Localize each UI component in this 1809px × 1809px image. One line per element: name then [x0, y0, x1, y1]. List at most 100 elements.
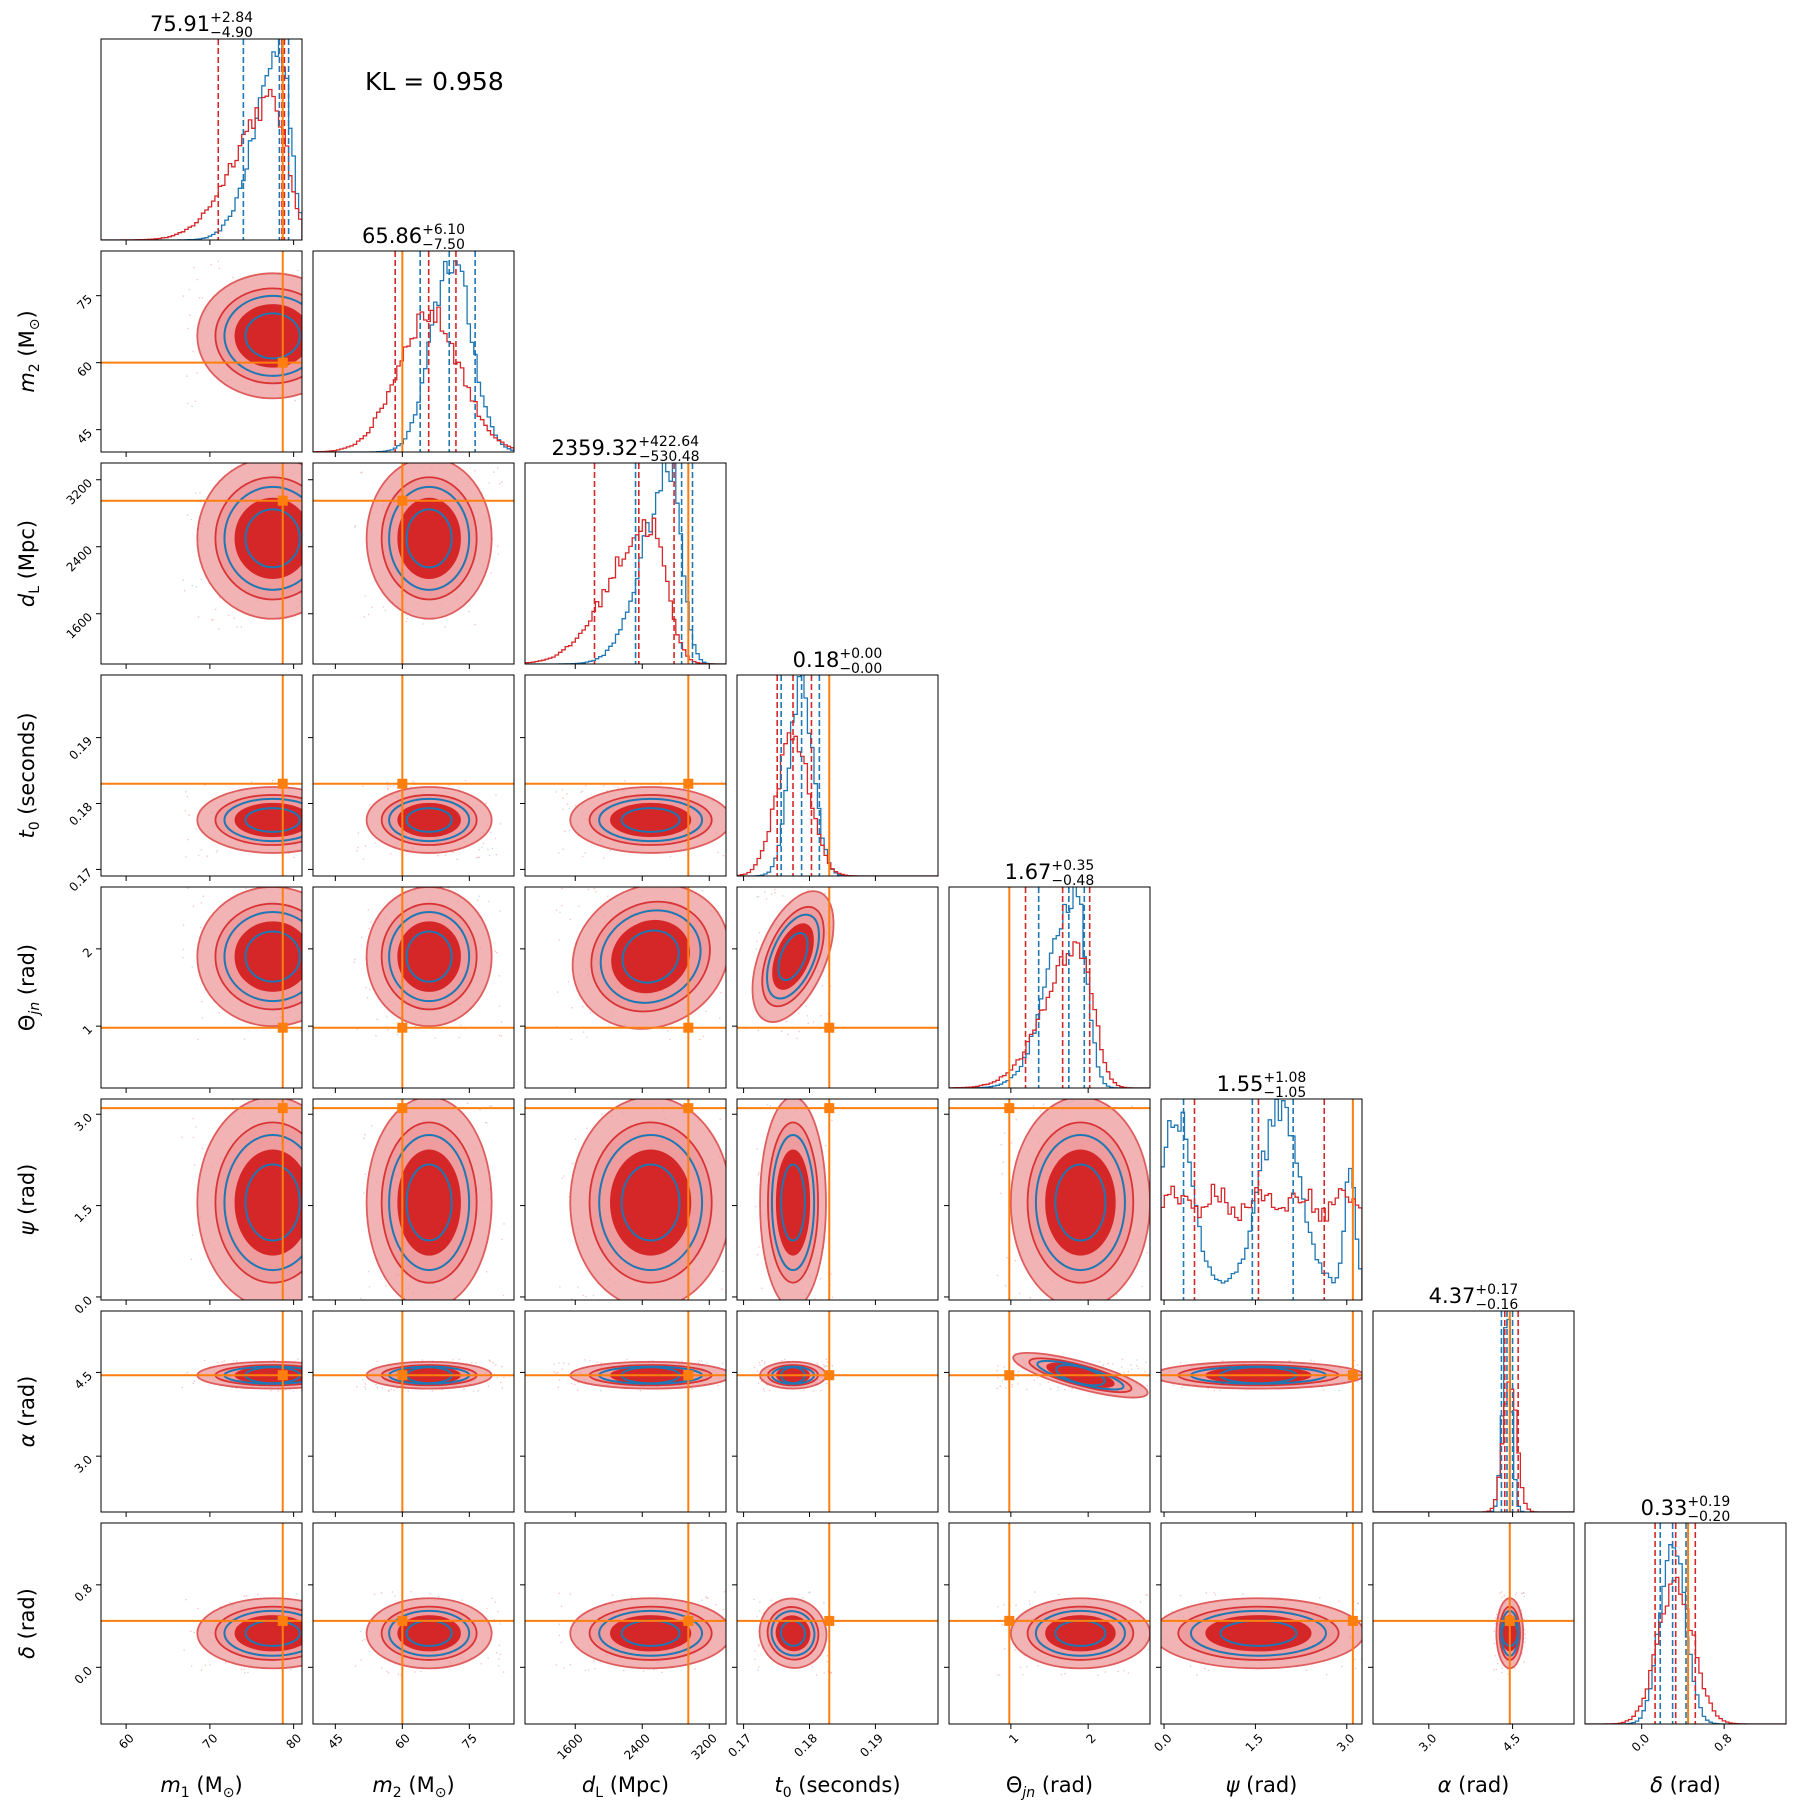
sample-point	[1071, 1388, 1073, 1390]
sample-point	[1494, 1655, 1497, 1657]
sample-point	[327, 1626, 329, 1628]
histogram-series-a-theta	[949, 941, 1150, 1088]
sample-point	[336, 852, 338, 854]
sample-point	[764, 891, 766, 893]
sample-point	[1204, 1667, 1206, 1670]
sample-point	[722, 1317, 724, 1319]
sample-point	[303, 945, 305, 947]
sample-point	[250, 781, 253, 783]
panel-frame	[948, 1522, 1151, 1725]
sample-point	[561, 1177, 563, 1179]
sample-point	[620, 1088, 622, 1090]
sample-point	[343, 1598, 345, 1600]
sample-point	[1130, 1368, 1133, 1370]
sample-point	[360, 1659, 362, 1661]
panel-t0-t0: 0.18+0.00 −0.00	[736, 646, 939, 881]
sample-point	[231, 1321, 233, 1323]
y-tick-label-alpha: 3.0	[72, 1452, 95, 1475]
sample-point	[272, 1359, 275, 1362]
sample-point	[310, 925, 312, 927]
sample-point	[407, 1390, 410, 1392]
sample-point	[326, 851, 328, 853]
sample-point	[555, 1664, 558, 1666]
sample-point	[349, 562, 351, 564]
sample-point	[1037, 1665, 1039, 1667]
panel-delta-alpha: 3.0 4.5	[1368, 1522, 1575, 1754]
y-tick-label-dL: 1600	[64, 610, 95, 641]
sample-point	[1172, 1384, 1175, 1386]
sample-point	[722, 1270, 724, 1273]
sample-point	[759, 1601, 761, 1603]
sample-point	[360, 1630, 362, 1633]
sample-point	[1515, 1592, 1518, 1594]
sample-point	[756, 1253, 759, 1256]
sample-point	[819, 1278, 822, 1280]
sample-point	[609, 849, 611, 852]
sample-point	[227, 614, 230, 617]
sample-point	[1042, 1082, 1044, 1084]
sample-point	[758, 1246, 760, 1248]
sample-point	[1325, 1673, 1328, 1676]
sample-point	[568, 1363, 570, 1365]
sample-point	[411, 780, 414, 783]
sample-point	[182, 924, 185, 926]
sample-point	[1017, 1383, 1019, 1385]
sample-point	[756, 1078, 758, 1080]
sample-point	[306, 1364, 308, 1366]
truth-marker	[397, 1615, 408, 1626]
sample-point	[1045, 1090, 1047, 1092]
sample-point	[1082, 1086, 1084, 1088]
sample-point	[201, 1017, 204, 1019]
sample-point	[342, 322, 344, 324]
sample-point	[1364, 1373, 1366, 1375]
sample-point	[230, 881, 232, 883]
sample-point	[277, 1390, 280, 1392]
sample-point	[721, 1288, 723, 1290]
sample-point	[371, 606, 373, 608]
x-tick-label-m2: 45	[325, 1731, 346, 1752]
sample-point	[1019, 1666, 1022, 1669]
sample-point	[335, 1264, 337, 1266]
sample-point	[1147, 1089, 1149, 1091]
sample-point	[728, 809, 730, 811]
sample-point	[611, 1594, 614, 1596]
sample-point	[557, 1386, 560, 1388]
sample-point	[494, 1086, 496, 1088]
sample-point	[701, 889, 704, 892]
sample-point	[1500, 1591, 1503, 1593]
sample-point	[186, 375, 188, 378]
sample-point	[193, 266, 195, 269]
x-tick-label-theta: 2	[1083, 1731, 1098, 1746]
sample-point	[341, 807, 343, 809]
sample-point	[705, 1010, 707, 1013]
sample-point	[474, 623, 476, 626]
sample-point	[1213, 1591, 1215, 1594]
sample-point	[757, 1382, 760, 1384]
sample-point	[555, 791, 558, 793]
sample-point	[367, 613, 370, 616]
sample-point	[1365, 1668, 1367, 1670]
sample-point	[183, 1649, 185, 1651]
sample-point	[394, 1595, 396, 1597]
sample-point	[594, 1667, 596, 1670]
sample-point	[495, 794, 497, 796]
sample-point	[494, 950, 497, 953]
sample-point	[1189, 1665, 1192, 1667]
y-axis-label-psi: ψ (rad)	[15, 1164, 39, 1236]
sample-point	[184, 810, 187, 812]
sample-point	[642, 1670, 645, 1673]
sample-point	[1338, 1600, 1340, 1603]
sample-point	[602, 857, 605, 859]
sample-point	[1357, 1602, 1359, 1605]
sample-point	[352, 858, 354, 860]
sample-point	[1097, 1674, 1099, 1676]
contour-a-inner	[772, 923, 814, 990]
sample-point	[1129, 1364, 1132, 1366]
sample-point	[1153, 1665, 1155, 1667]
sample-point	[1015, 1604, 1017, 1606]
sample-point	[329, 1362, 331, 1364]
sample-point	[1146, 1386, 1148, 1388]
sample-point	[245, 1594, 248, 1597]
sample-point	[1058, 1593, 1060, 1596]
sample-point	[796, 1037, 798, 1040]
